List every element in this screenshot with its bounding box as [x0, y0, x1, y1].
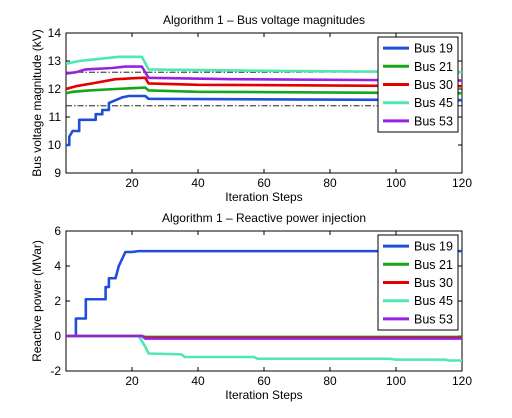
x-tick-label: 120: [452, 374, 472, 388]
legend: Bus 19 Bus 21 Bus 30 Bus 45 Bus 53: [377, 36, 459, 133]
legend-label: Bus 30: [414, 78, 453, 92]
series-line-bus-53: [66, 65, 462, 82]
chart-title: Algorithm 1 – Reactive power injection: [162, 211, 366, 225]
series-line-bus-21: [66, 86, 462, 95]
legend-label: Bus 53: [414, 312, 453, 326]
legend-label: Bus 19: [414, 240, 453, 254]
y-tick-label: 0: [54, 329, 61, 343]
legend-label: Bus 45: [414, 96, 453, 110]
series-line-bus-30: [66, 76, 462, 91]
legend-label: Bus 30: [414, 276, 453, 290]
y-axis-label: Reactive power (MVar): [30, 240, 44, 362]
x-tick-label: 80: [323, 374, 337, 388]
y-tick-label: 9: [54, 166, 61, 180]
y-tick-label: 4: [54, 259, 61, 273]
x-tick-label: 20: [125, 374, 139, 388]
voltage-chart: 20 40 60 80 100 120 9 10 11 12 13 14 Algorithm 1 – B…: [30, 13, 472, 204]
y-tick-label: 11: [49, 110, 62, 124]
x-tick-label: 100: [386, 374, 406, 388]
series-line-bus-19: [66, 249, 462, 338]
y-tick-label: 14: [48, 26, 62, 40]
legend-label: Bus 53: [414, 114, 453, 128]
legend-label: Bus 21: [414, 258, 453, 272]
y-axis-label: Bus voltage magnitude (kV): [30, 29, 44, 176]
x-tick-label: 80: [323, 176, 337, 190]
y-tick-label: -2: [50, 364, 61, 378]
y-tick-label: 13: [48, 54, 62, 68]
series-line-bus-45: [66, 55, 462, 74]
y-tick-label: 6: [54, 224, 61, 238]
series-line-bus-19: [66, 94, 462, 147]
x-tick-label: 100: [386, 176, 406, 190]
series-line-bus-45: [66, 334, 462, 362]
legend-label: Bus 21: [414, 60, 453, 74]
series-group: [66, 55, 462, 147]
x-tick-label: 60: [257, 176, 271, 190]
y-tick-label: 2: [54, 294, 61, 308]
legend-box: [377, 36, 459, 133]
series-group: [66, 249, 462, 362]
chart-title: Algorithm 1 – Bus voltage magnitudes: [163, 13, 365, 27]
y-tick-label: 12: [48, 82, 62, 96]
series-line-bus-53: [66, 334, 462, 340]
x-axis-label: Iteration Steps: [225, 388, 302, 402]
x-tick-label: 120: [452, 176, 472, 190]
legend-label: Bus 19: [414, 42, 453, 56]
reactive-power-chart: 20 40 60 80 100 120 -2 0 2 4 6 Algorithm 1 – Reacti…: [30, 211, 472, 402]
legend-label: Bus 45: [414, 294, 453, 308]
x-axis-label: Iteration Steps: [225, 190, 302, 204]
y-tick-label: 10: [48, 138, 62, 152]
x-tick-label: 40: [191, 176, 205, 190]
x-tick-label: 40: [191, 374, 205, 388]
legend: Bus 19 Bus 21 Bus 30 Bus 45 Bus 53: [377, 234, 459, 331]
x-tick-label: 20: [125, 176, 139, 190]
x-tick-label: 60: [257, 374, 271, 388]
